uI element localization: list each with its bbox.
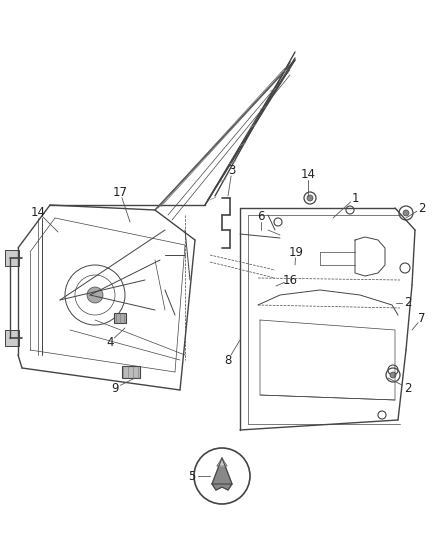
Circle shape (307, 195, 313, 201)
Text: 7: 7 (418, 311, 426, 325)
Text: 6: 6 (257, 209, 265, 222)
Text: 16: 16 (283, 273, 297, 287)
Text: 14: 14 (31, 206, 46, 219)
Text: 5: 5 (188, 470, 196, 482)
Text: 2: 2 (404, 296, 412, 310)
Text: 9: 9 (111, 382, 119, 394)
FancyBboxPatch shape (122, 366, 140, 378)
Text: 17: 17 (113, 185, 127, 198)
FancyBboxPatch shape (5, 330, 19, 346)
Circle shape (403, 210, 409, 216)
Text: 1: 1 (351, 191, 359, 205)
Polygon shape (217, 458, 227, 466)
Text: 14: 14 (300, 167, 315, 181)
FancyBboxPatch shape (114, 313, 126, 323)
Circle shape (87, 287, 103, 303)
Circle shape (390, 372, 396, 378)
Text: 8: 8 (224, 353, 232, 367)
Polygon shape (212, 484, 232, 490)
Text: 2: 2 (404, 382, 412, 394)
FancyBboxPatch shape (5, 250, 19, 266)
Text: 4: 4 (106, 335, 114, 349)
Polygon shape (212, 458, 232, 484)
Text: 3: 3 (228, 164, 236, 176)
Text: 2: 2 (418, 201, 426, 214)
Text: 19: 19 (289, 246, 304, 259)
